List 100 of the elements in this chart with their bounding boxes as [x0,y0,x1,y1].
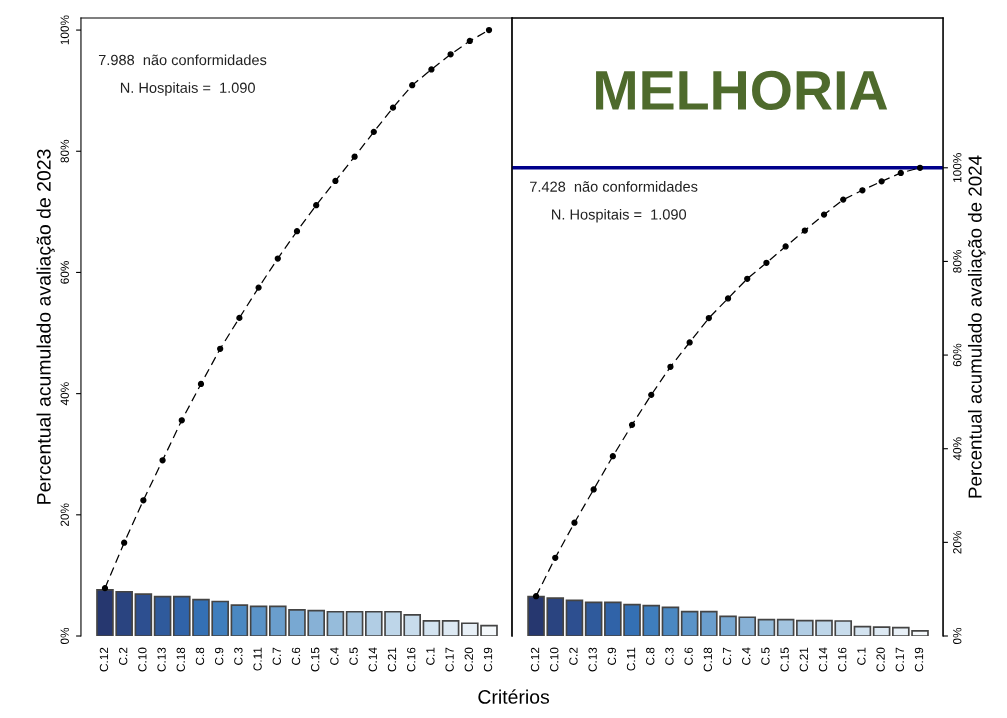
point [236,314,243,322]
bar [680,610,699,636]
y2-tick-label: 100% [953,153,962,182]
x-tick-label: C.5 [349,647,358,665]
x-tick-label: C.9 [214,647,224,665]
x-tick-label: C.21 [799,647,808,672]
point [466,37,473,45]
point [571,519,578,526]
y2-tick-label: 80% [953,250,962,273]
x-tick-label: C.18 [176,647,185,672]
bar [584,601,603,636]
point [101,585,109,592]
y-tick-label: 100% [60,15,69,45]
x-tick-label: C.19 [914,647,924,672]
y-axis-title: Percentual acumulado avaliação de 2023 [36,149,55,504]
point [686,339,693,346]
bar [326,610,345,636]
x-tick-label: C.15 [311,647,320,672]
x-tick-label: C.17 [895,647,904,672]
annotation: N. Hospitais = 1.090 [552,208,687,223]
point [782,243,789,250]
bar [661,606,680,636]
y-tick-label: 0% [60,627,69,645]
bar [565,599,584,636]
annotation: MELHORIA [596,70,888,111]
point [351,153,358,160]
x-tick-label: C.14 [818,647,828,672]
point [332,177,339,185]
bar [249,605,268,636]
point [485,26,493,34]
point [801,227,808,234]
point [293,228,301,235]
x-tick-label: C.12 [530,647,540,672]
x-tick-label: C.4 [742,647,751,665]
point [667,363,674,370]
point [389,104,397,111]
x-tick-label: C.8 [646,647,655,665]
x-tick-label: C.8 [195,647,205,665]
x-tick-label: C.20 [464,647,473,672]
y-tick-label: 20% [60,503,69,527]
bar [872,626,891,636]
y-tick-label: 60% [60,261,69,284]
point [609,453,616,460]
x-tick-label: C.21 [387,647,397,672]
point [447,51,454,58]
bar [153,595,172,636]
x-tick-label: C.2 [569,647,578,665]
point [552,554,559,561]
annotation: N. Hospitais = 1.090 [120,82,255,96]
point [744,275,751,282]
x-tick-label: C.10 [550,647,559,672]
bar [134,593,153,636]
point [840,196,847,203]
annotation: 7.988 não conformidades [98,54,267,66]
point [409,82,416,89]
y2-tick-label: 20% [953,530,962,554]
x-tick-label: C.14 [368,647,377,672]
bar [422,620,441,636]
x-axis-title: Critérios [478,689,550,704]
bar [345,610,364,636]
point [916,164,924,171]
point [197,380,205,388]
x-tick-label: C.19 [483,647,493,672]
point [859,187,866,194]
x-tick-label: C.3 [665,647,674,665]
point [159,457,166,464]
point [428,66,435,73]
x-tick-label: C.20 [876,647,885,672]
x-tick-label: C.3 [234,647,243,665]
x-tick-label: C.18 [703,647,713,672]
point [763,259,770,266]
x-tick-label: C.6 [291,647,301,665]
point [897,169,904,177]
point [532,593,540,600]
point [178,417,185,424]
point [217,345,224,352]
point [878,178,885,185]
x-tick-label: C.1 [857,647,866,665]
x-tick-label: C.2 [118,647,128,665]
point [255,284,262,291]
point [121,539,128,546]
bar [230,604,249,636]
point [648,391,655,398]
y2-axis-title: Percentual acumulado avaliação de 2024 [967,155,986,498]
x-tick-label: C.16 [407,647,416,672]
x-tick-label: C.6 [684,647,693,665]
x-tick-label: C.5 [761,647,770,665]
point [628,421,636,428]
bar [853,625,872,636]
x-tick-label: C.17 [445,647,454,672]
x-tick-label: C.13 [157,647,166,672]
y-tick-label: 40% [60,382,69,406]
bar [776,618,795,636]
point [274,255,281,262]
y2-tick-label: 60% [953,343,962,367]
point [140,497,147,504]
y-tick-label: 80% [60,139,69,163]
x-tick-label: C.7 [272,647,281,665]
y2-tick-label: 0% [953,627,962,645]
x-tick-label: C.15 [780,647,789,672]
